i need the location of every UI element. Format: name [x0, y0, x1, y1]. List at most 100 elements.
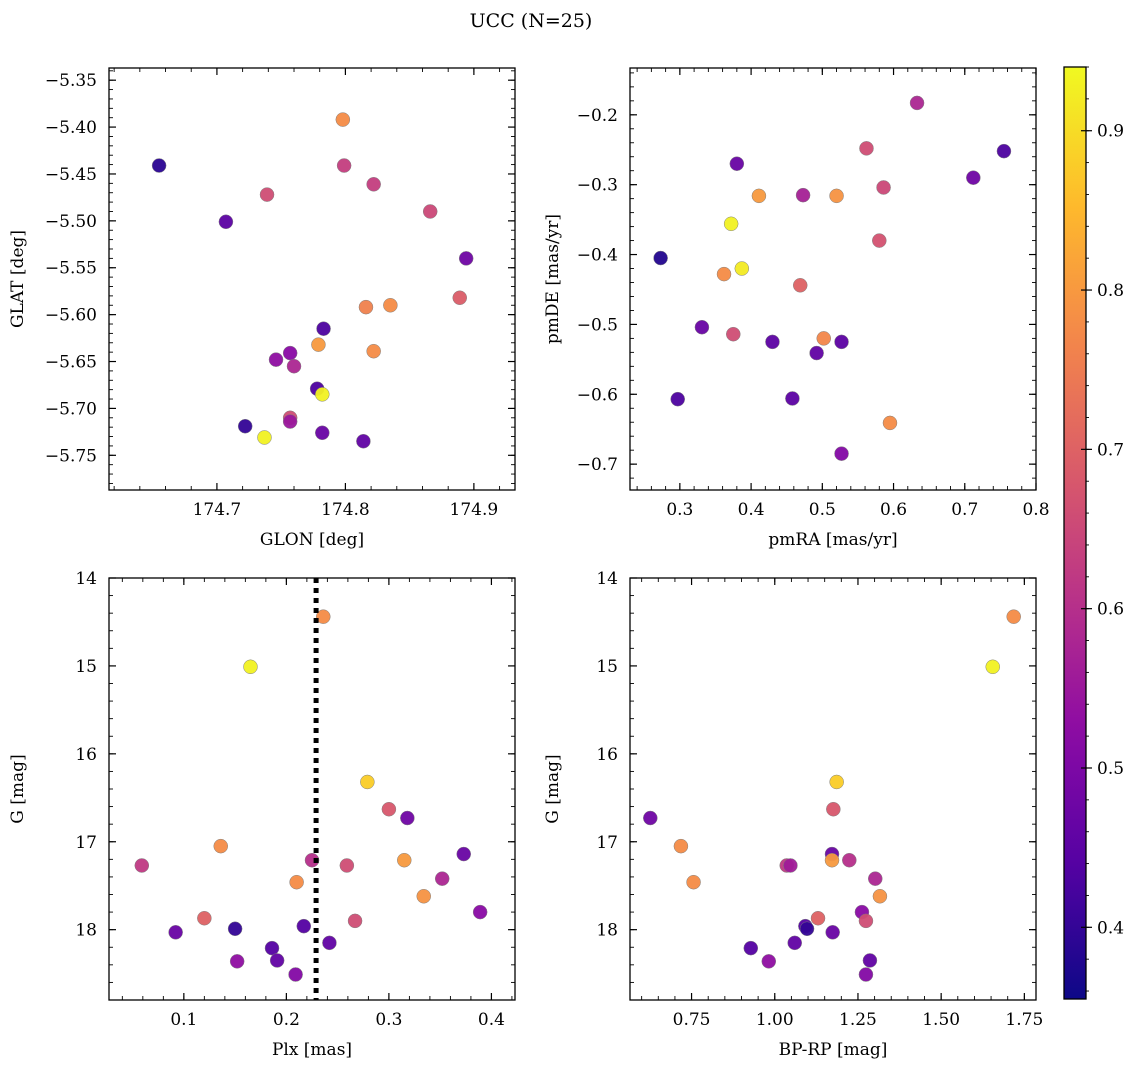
- data-point: [213, 838, 229, 854]
- y-axis-label: pmDE [mas/yr]: [543, 214, 563, 344]
- x-tick-label: 0.3: [666, 500, 693, 520]
- y-tick-label: −5.45: [45, 165, 97, 185]
- y-tick-label: −5.55: [45, 259, 97, 279]
- data-point: [335, 112, 351, 127]
- data-point: [381, 801, 397, 817]
- data-point: [858, 967, 874, 982]
- data-point: [316, 321, 331, 336]
- data-point: [339, 858, 355, 873]
- data-point: [792, 278, 808, 293]
- data-point: [872, 889, 888, 904]
- data-point: [316, 609, 331, 624]
- y-tick-label: −5.65: [45, 353, 97, 373]
- data-point: [347, 913, 363, 929]
- x-axis-label: BP-RP [mag]: [779, 1040, 888, 1060]
- y-tick-label: 14: [75, 569, 97, 589]
- data-point: [197, 910, 212, 926]
- x-tick-label: 0.2: [273, 1010, 300, 1030]
- data-point: [726, 326, 741, 342]
- y-tick-label: −5.35: [45, 71, 97, 91]
- data-point: [269, 953, 285, 968]
- panel-1: 174.7 174.8 174.9 −5.75 −5.70 −5.65 −5.60 −5.55…: [8, 67, 516, 550]
- data-point: [876, 180, 891, 195]
- data-point: [809, 345, 824, 361]
- data-point: [996, 143, 1012, 159]
- y-tick-label: −0.2: [577, 106, 618, 126]
- y-tick-label: 18: [596, 921, 618, 941]
- data-point: [322, 935, 337, 951]
- data-point: [734, 261, 750, 276]
- x-tick-label: 1.75: [1005, 1010, 1043, 1030]
- data-point: [686, 874, 701, 890]
- data-point: [872, 233, 887, 248]
- data-point: [761, 954, 777, 969]
- data-point: [868, 871, 883, 886]
- data-point: [259, 187, 275, 202]
- data-point: [985, 659, 1000, 675]
- panel-4: 0.75 1.00 1.25 1.50 1.75 14 15 16 17 18 BP-RP [mag…: [543, 569, 1043, 1060]
- data-point: [218, 214, 234, 230]
- data-point: [723, 216, 739, 232]
- x-tick-label: 0.5: [809, 500, 836, 520]
- data-point: [670, 391, 685, 407]
- data-point: [282, 414, 298, 429]
- data-point: [858, 913, 874, 929]
- data-point: [842, 852, 857, 868]
- y-tick-label: −5.60: [45, 306, 97, 326]
- data-point: [264, 940, 280, 956]
- y-tick-label: 15: [75, 657, 97, 677]
- data-point: [416, 889, 432, 904]
- data-point: [1006, 609, 1021, 624]
- panels: 174.7 174.8 174.9 −5.75 −5.70 −5.65 −5.60 −5.55…: [8, 67, 1050, 1060]
- data-point: [237, 418, 253, 434]
- x-axis-label: GLON [deg]: [260, 530, 364, 550]
- y-tick-label: 15: [596, 657, 618, 677]
- data-point: [452, 290, 468, 306]
- data-point: [315, 387, 330, 402]
- data-point: [783, 858, 798, 873]
- data-point: [826, 801, 841, 817]
- data-point: [825, 925, 840, 940]
- x-tick-label: 0.7: [951, 500, 978, 520]
- y-tick-label: −0.7: [577, 455, 618, 475]
- x-tick-label: 1.25: [839, 1010, 877, 1030]
- colorbar: 0.4 0.5 0.6 0.7 0.8 0.9: [1063, 66, 1124, 1000]
- data-point: [785, 391, 800, 406]
- data-point: [716, 266, 732, 282]
- y-tick-label: 18: [75, 921, 97, 941]
- y-tick-label: −0.3: [577, 176, 618, 196]
- y-axis-label: G [mag]: [8, 754, 28, 823]
- data-point: [400, 810, 415, 826]
- data-point: [383, 298, 398, 313]
- data-point: [834, 334, 849, 350]
- data-point: [422, 204, 438, 219]
- axes-frame: [108, 577, 516, 1001]
- data-point: [168, 925, 183, 940]
- figure-title: UCC (N=25): [470, 10, 593, 32]
- colorbar-tick-label: 0.6: [1097, 600, 1124, 620]
- colorbar-tick-label: 0.4: [1097, 918, 1124, 938]
- data-point: [909, 95, 925, 111]
- data-point: [289, 874, 304, 890]
- data-point: [257, 430, 272, 445]
- y-tick-label: −0.6: [577, 385, 618, 405]
- y-axis-label: G [mag]: [543, 754, 563, 823]
- data-point: [824, 852, 840, 868]
- data-point: [729, 156, 745, 171]
- data-point: [366, 343, 381, 359]
- data-point: [151, 158, 167, 173]
- colorbar-frame: [1063, 66, 1087, 1000]
- data-point: [360, 774, 375, 790]
- data-point: [694, 319, 710, 335]
- data-point: [751, 188, 767, 204]
- data-point: [456, 846, 471, 862]
- data-point: [810, 910, 826, 926]
- data-point: [799, 921, 815, 937]
- data-point: [829, 188, 844, 204]
- x-tick-label: 0.3: [375, 1010, 402, 1030]
- x-tick-label: 0.75: [673, 1010, 711, 1030]
- x-tick-label: 0.1: [170, 1010, 197, 1030]
- y-tick-label: 17: [596, 833, 618, 853]
- data-point: [315, 425, 330, 441]
